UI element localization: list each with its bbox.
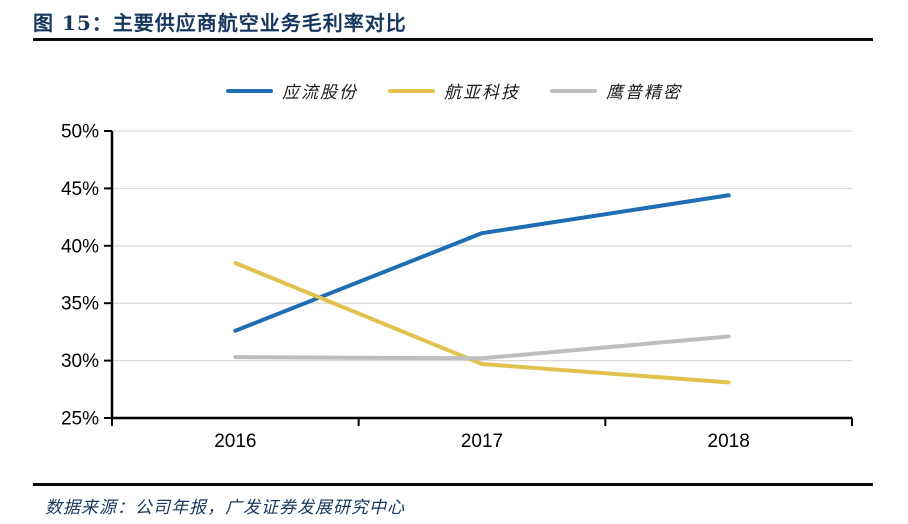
legend-line-swatch-yellow [388, 88, 435, 93]
series-line-2 [233, 334, 731, 361]
y-axis-tick-label: 25% [61, 409, 99, 430]
y-axis-tick-label: 30% [61, 351, 99, 372]
source-divider [33, 483, 873, 486]
y-axis-tick-label: 50% [61, 122, 99, 143]
series-line-1 [233, 261, 731, 385]
series-line-0 [233, 193, 731, 333]
legend-label: 鹰普精密 [606, 83, 682, 103]
chart-legend: 应流股份 航亚科技 鹰普精密 [0, 78, 908, 103]
legend-item-yingliu: 应流股份 [226, 78, 358, 103]
data-source-note: 数据来源：公司年报，广发证券发展研究中心 [45, 498, 405, 518]
title-divider [33, 38, 873, 41]
figure-title: 图 15：主要供应商航空业务毛利率对比 [33, 11, 407, 35]
legend-item-yingpu: 鹰普精密 [550, 78, 682, 103]
legend-line-swatch-gray [550, 88, 597, 93]
x-axis-tick-label: 2016 [214, 431, 256, 452]
y-axis-tick-label: 45% [61, 179, 99, 200]
legend-item-hangya: 航亚科技 [388, 78, 520, 103]
legend-line-swatch-blue [226, 88, 273, 93]
x-axis-tick-label: 2017 [461, 431, 503, 452]
x-axis-tick-label: 2018 [708, 431, 750, 452]
legend-label: 航亚科技 [444, 83, 520, 103]
y-axis-tick-label: 40% [61, 236, 99, 257]
legend-label: 应流股份 [282, 83, 358, 103]
y-axis-tick-label: 35% [61, 294, 99, 315]
